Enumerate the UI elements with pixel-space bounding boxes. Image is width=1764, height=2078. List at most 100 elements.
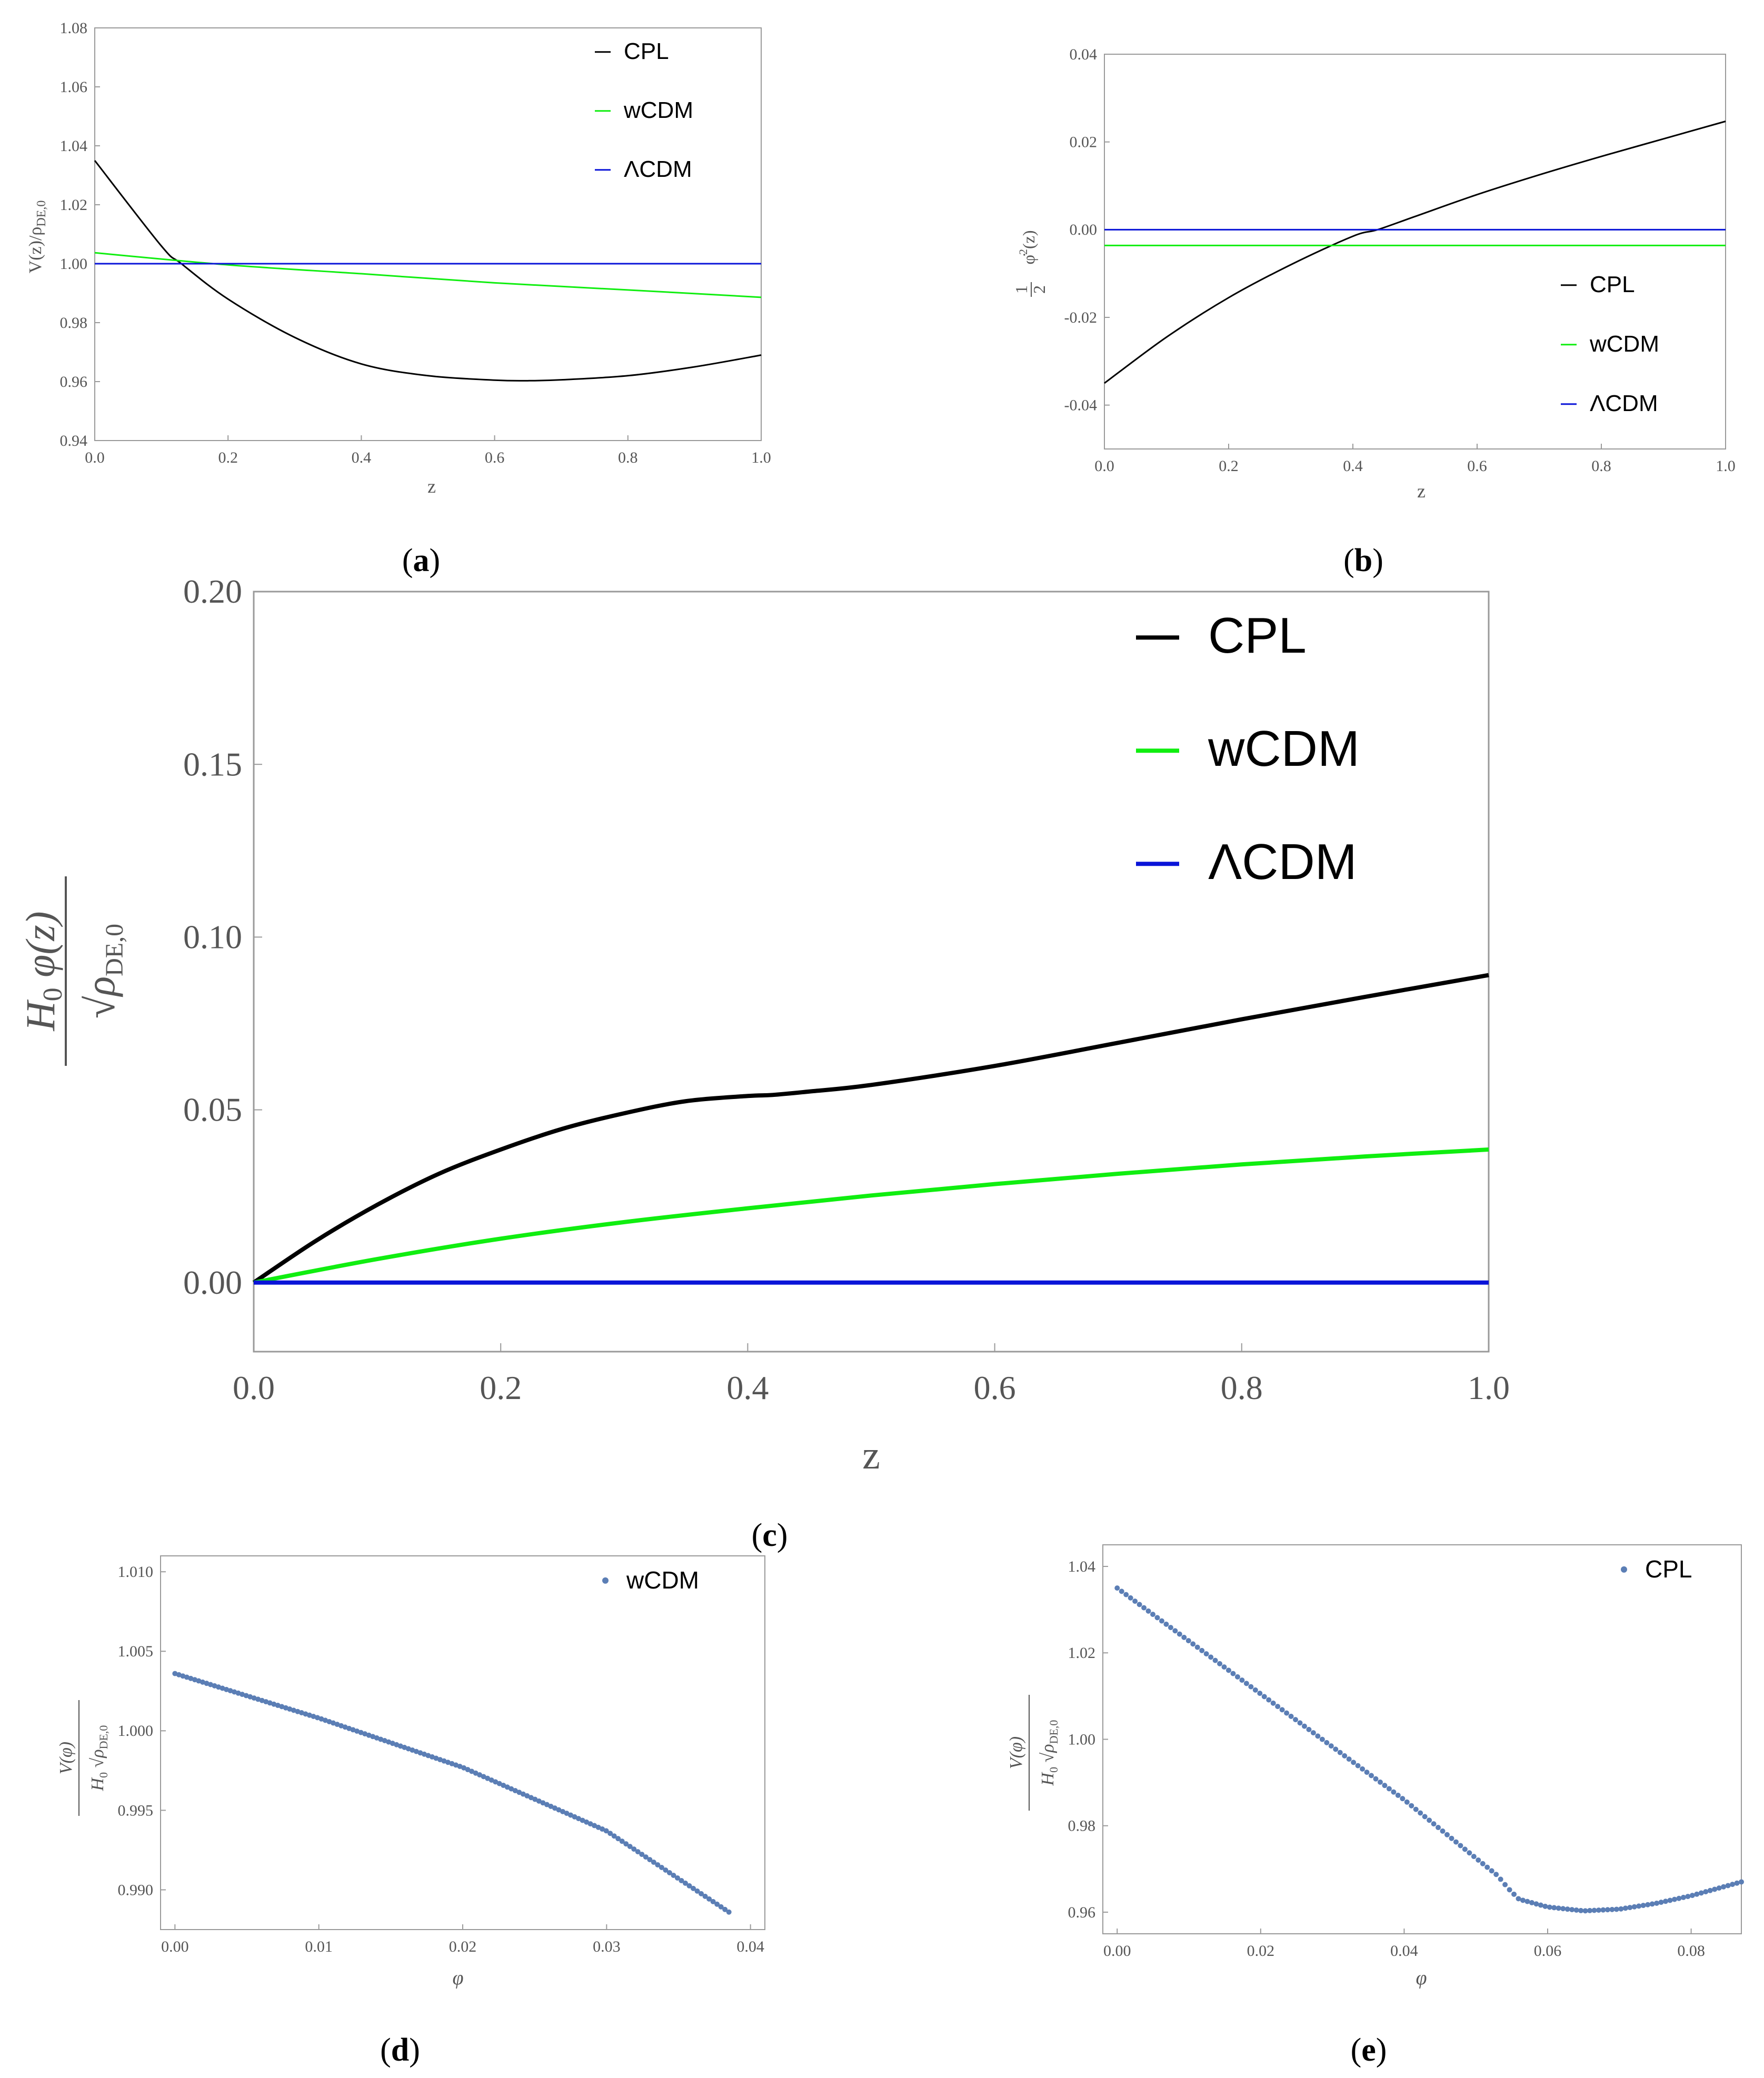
e-data-point xyxy=(1431,1821,1437,1827)
b-ytick-label: 0.04 xyxy=(1070,46,1098,63)
e-data-point xyxy=(1221,1664,1227,1670)
d-data-point xyxy=(572,1814,577,1820)
d-data-point xyxy=(224,1686,230,1692)
d-data-point xyxy=(457,1763,463,1769)
d-data-point xyxy=(314,1715,320,1721)
e-data-point xyxy=(1185,1638,1191,1644)
c-xtick-label: 0.2 xyxy=(480,1369,522,1406)
e-data-point xyxy=(1154,1615,1160,1621)
d-data-point xyxy=(366,1732,372,1738)
d-data-point xyxy=(374,1735,380,1741)
e-data-point xyxy=(1462,1846,1468,1852)
d-data-point xyxy=(184,1674,190,1680)
d-data-point xyxy=(421,1751,427,1757)
a-legend-label: CPL xyxy=(624,38,669,64)
b-legend-label: wCDM xyxy=(1589,331,1659,357)
b-ytick-label: 0.02 xyxy=(1070,134,1098,151)
d-data-point xyxy=(220,1685,225,1691)
svg-text:V(φ): V(φ) xyxy=(1006,1736,1026,1769)
d-data-point xyxy=(350,1727,356,1733)
d-data-point xyxy=(671,1872,676,1878)
e-data-point xyxy=(1516,1896,1521,1902)
d-data-point xyxy=(212,1683,217,1689)
d-data-point xyxy=(595,1824,601,1830)
e-data-point xyxy=(1471,1854,1477,1860)
d-data-point xyxy=(311,1713,316,1719)
d-data-point xyxy=(441,1758,447,1764)
e-data-point xyxy=(1270,1700,1276,1706)
d-data-point xyxy=(607,1831,613,1836)
c-xtick-label: 1.0 xyxy=(1468,1369,1510,1406)
e-data-point xyxy=(1194,1644,1200,1650)
e-data-point xyxy=(1671,1896,1677,1902)
d-data-point xyxy=(298,1710,304,1716)
e-data-point xyxy=(1600,1907,1606,1913)
d-data-point xyxy=(639,1852,645,1857)
svg-text:12: 12 xyxy=(1012,285,1049,294)
chart-panel-c: 0.000.050.100.150.20 0.0 0.2 0.4 0.6 0.8 1.0 … xyxy=(17,573,1510,1553)
e-data-point xyxy=(1739,1879,1744,1885)
d-data-point xyxy=(247,1694,253,1700)
d-data-point xyxy=(322,1717,328,1723)
d-data-point xyxy=(659,1865,664,1871)
e-data-point xyxy=(1177,1631,1182,1637)
d-data-point xyxy=(287,1706,293,1712)
e-ytick-label: 0.98 xyxy=(1068,1817,1096,1835)
c-legend: CPL wCDM ΛCDM xyxy=(1136,607,1360,890)
e-data-point xyxy=(1440,1828,1446,1834)
e-data-point xyxy=(1369,1773,1374,1779)
d-data-point xyxy=(263,1699,269,1705)
d-data-point xyxy=(216,1684,222,1690)
e-data-point xyxy=(1667,1897,1673,1903)
d-data-point xyxy=(334,1722,340,1727)
d-panel-label: (d) xyxy=(380,2032,420,2068)
d-data-point xyxy=(227,1688,233,1694)
d-data-point xyxy=(306,1712,312,1718)
e-data-point xyxy=(1564,1906,1570,1912)
d-data-point xyxy=(536,1798,542,1804)
d-xtick-label: 0.02 xyxy=(449,1938,477,1955)
d-data-point xyxy=(283,1705,288,1711)
e-xtick-label: 0.02 xyxy=(1247,1942,1275,1960)
d-ytick-label: 0.995 xyxy=(118,1802,154,1819)
e-data-point xyxy=(1288,1713,1294,1719)
b-ytick-label: -0.02 xyxy=(1064,309,1098,326)
e-data-point xyxy=(1418,1810,1423,1816)
a-ytick-label: 1.04 xyxy=(60,137,88,155)
d-data-point xyxy=(417,1750,423,1756)
d-data-point xyxy=(402,1744,407,1750)
e-data-point xyxy=(1685,1894,1691,1900)
d-data-point xyxy=(576,1816,582,1822)
d-data-point xyxy=(619,1839,625,1844)
e-data-point xyxy=(1627,1905,1633,1911)
d-data-point xyxy=(611,1833,617,1839)
e-data-point xyxy=(1382,1783,1388,1789)
e-data-point xyxy=(1360,1766,1366,1772)
e-ytick-label: 1.04 xyxy=(1068,1558,1096,1575)
c-xtick-label: 0.6 xyxy=(974,1369,1016,1406)
e-data-point xyxy=(1640,1903,1646,1909)
e-data-point xyxy=(1721,1884,1727,1890)
e-data-point xyxy=(1511,1891,1517,1897)
chart-panel-e: 0.96 0.98 1.00 1.02 1.04 0.00 0.02 0.04 0.06 0.0… xyxy=(1006,1544,1744,2068)
d-panel-letter: d xyxy=(391,2032,409,2068)
d-data-point xyxy=(176,1672,182,1677)
d-data-point xyxy=(520,1791,526,1797)
d-data-point xyxy=(465,1767,471,1773)
d-data-point xyxy=(271,1701,277,1707)
b-panel-letter: b xyxy=(1354,543,1372,578)
d-data-point xyxy=(726,1909,732,1915)
chart-panel-a: 0.94 0.96 0.98 1.00 1.02 1.04 1.06 1.08 0.0 0.2 0… xyxy=(26,19,771,578)
e-data-point xyxy=(1649,1901,1655,1907)
e-data-point xyxy=(1476,1857,1481,1863)
d-data-point xyxy=(651,1860,656,1865)
e-data-point xyxy=(1645,1902,1651,1907)
d-data-point xyxy=(679,1877,684,1883)
e-data-point xyxy=(1444,1832,1450,1837)
e-data-point xyxy=(1114,1585,1120,1591)
e-data-point xyxy=(1225,1667,1231,1673)
e-data-point xyxy=(1123,1592,1129,1597)
e-data-point xyxy=(1243,1681,1249,1686)
a-xtick-label: 0.0 xyxy=(85,449,105,466)
d-data-point xyxy=(631,1846,637,1852)
